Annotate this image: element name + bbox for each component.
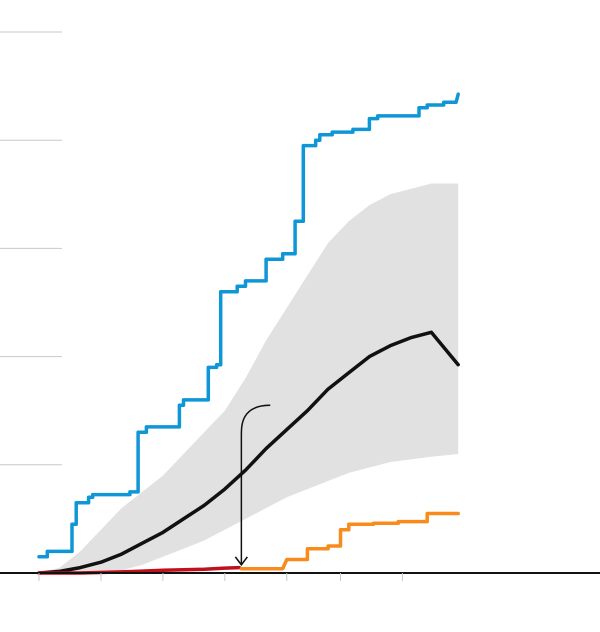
- series-line-0: [37, 92, 460, 559]
- annotation-layer: [234, 404, 271, 567]
- series-line-1: [37, 330, 460, 575]
- grid-layer: [0, 31, 62, 466]
- series-layer: [37, 92, 460, 575]
- axis-layer: [0, 572, 600, 581]
- annotation-arrow-head: [234, 556, 248, 567]
- band-layer: [39, 183, 459, 573]
- series-line-3: [239, 511, 460, 571]
- confidence-band: [39, 183, 459, 573]
- annotation-arrow-line: [240, 404, 271, 565]
